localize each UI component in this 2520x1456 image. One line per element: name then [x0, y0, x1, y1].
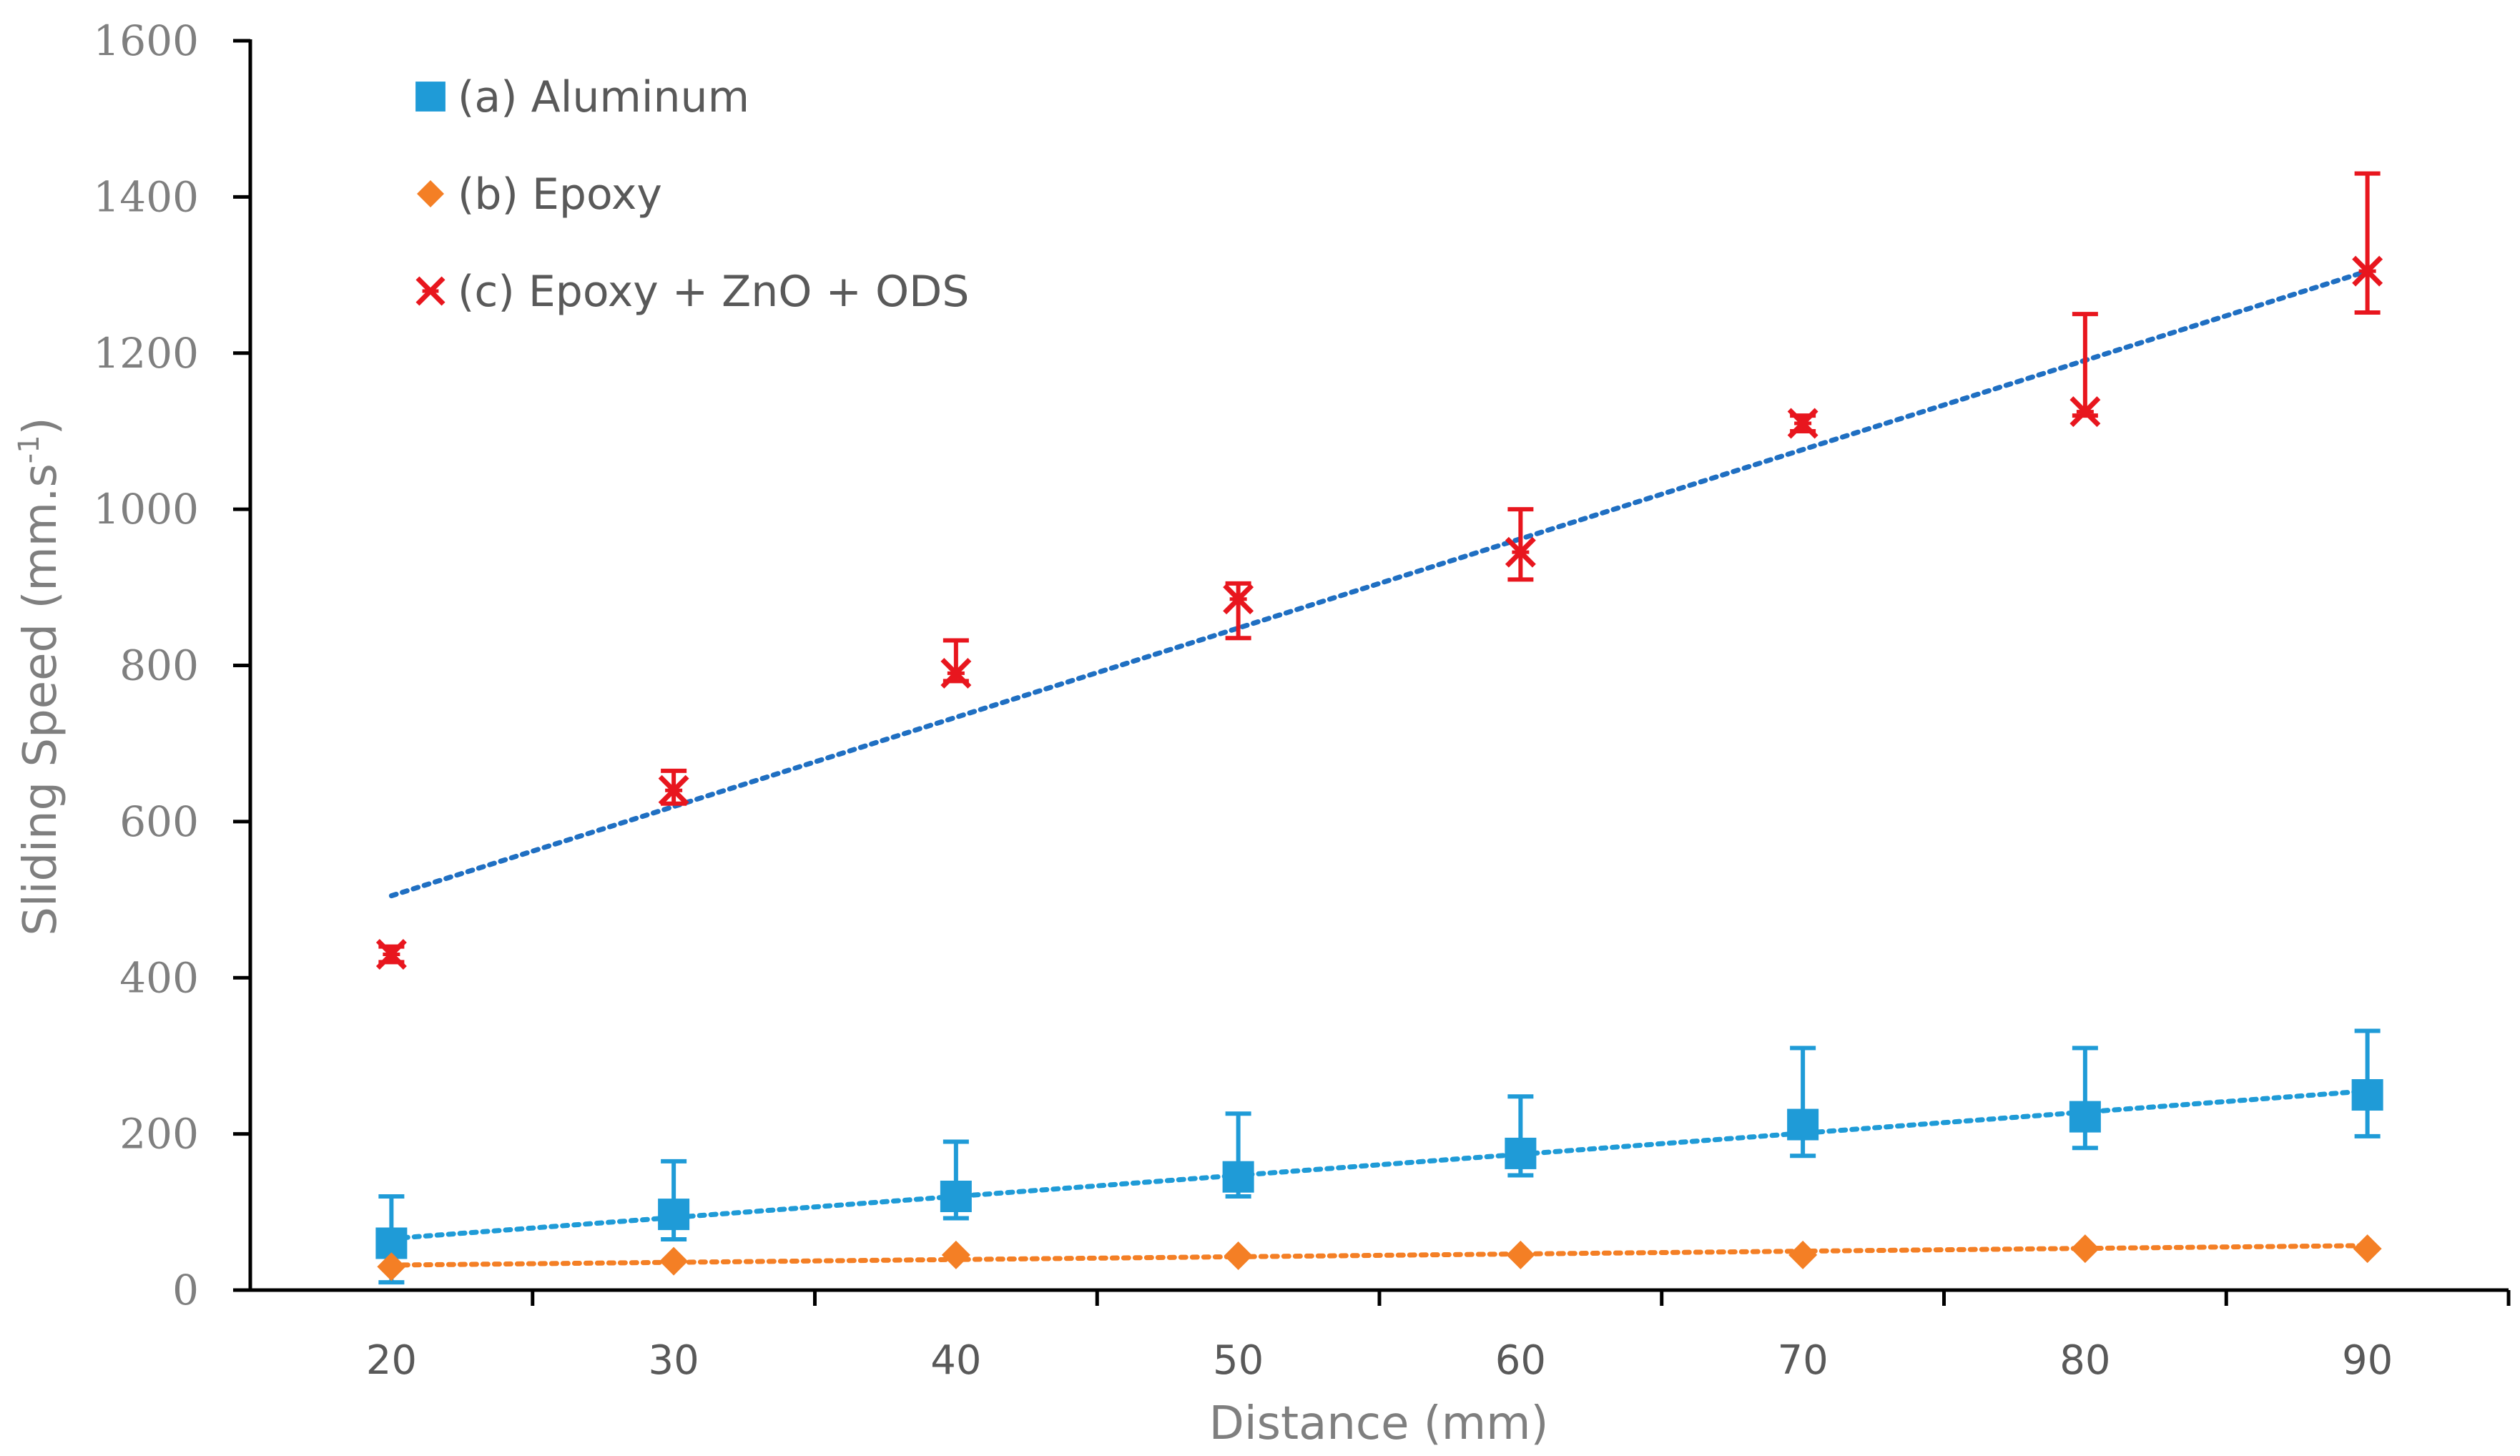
x-axis-title: Distance (mm) [1209, 1397, 1549, 1450]
data-point-series-2 [2353, 1234, 2382, 1264]
data-point-series-2 [1788, 1240, 1818, 1269]
x-tick-label: 30 [648, 1337, 699, 1384]
y-tick-label: 1200 [93, 329, 199, 378]
x-tick-label: 80 [2059, 1337, 2110, 1384]
data-point-series-2 [941, 1240, 970, 1269]
y-tick-label: 1600 [93, 16, 199, 65]
y-axis-title-main: Sliding Speed (mm.s [14, 463, 67, 935]
y-tick-label: 0 [172, 1266, 199, 1314]
data-point-series-1 [1505, 1137, 1537, 1169]
y-axis-title: Sliding Speed (mm.s-1) [13, 417, 67, 935]
y-tick-label: 600 [119, 797, 199, 846]
trendlines [388, 268, 2371, 1268]
y-tick-label: 1000 [93, 485, 199, 533]
x-tick-label: 70 [1777, 1337, 1828, 1384]
y-tick-label: 200 [119, 1110, 199, 1159]
data-point-series-3 [940, 657, 972, 689]
legend-marker-series-2 [417, 180, 444, 207]
data-point-series-3 [2069, 396, 2101, 428]
trendline-series-1 [388, 1088, 2371, 1241]
legend-label-series-1: (a) Aluminum [458, 72, 749, 122]
data-point-series-2 [1224, 1241, 1253, 1270]
x-tick-label: 50 [1213, 1337, 1264, 1384]
data-point-series-3 [2352, 255, 2383, 287]
data-point-series-1 [1787, 1108, 1819, 1141]
data-point-series-2 [1506, 1240, 1535, 1269]
legend: (a) Aluminum (b) Epoxy (c) Epoxy + ZnO + O… [415, 72, 969, 317]
trendline-series-2 [388, 1243, 2371, 1268]
legend-label-series-2: (b) Epoxy [458, 169, 662, 220]
x-tick-labels: 20 30 40 50 60 70 80 90 [366, 1337, 2393, 1384]
data-point-series-2 [377, 1252, 406, 1282]
data-point-series-3 [1505, 536, 1536, 568]
data-point-series-1 [2351, 1079, 2383, 1111]
data-point-series-3 [1223, 584, 1254, 615]
y-tick-label: 1400 [93, 172, 199, 221]
y-axis-title-close: ) [14, 417, 67, 435]
axes [233, 39, 2511, 1306]
trendline-series-3 [388, 268, 2371, 899]
y-tick-labels: 0 200 400 600 800 1000 1200 1400 1600 [93, 16, 199, 1314]
x-tick-label: 20 [366, 1337, 417, 1384]
data-point-series-1 [940, 1180, 972, 1212]
x-tick-label: 60 [1495, 1337, 1546, 1384]
data-point-series-1 [2069, 1101, 2101, 1133]
data-point-series-3 [375, 939, 407, 970]
legend-label-series-3: (c) Epoxy + ZnO + ODS [458, 267, 969, 317]
y-axis-title-superscript: -1 [13, 435, 46, 463]
x-tick-label: 90 [2342, 1337, 2393, 1384]
data-point-series-3 [1787, 408, 1818, 439]
x-tick-label: 40 [930, 1337, 981, 1384]
y-tick-label: 400 [119, 953, 199, 1002]
data-point-series-1 [658, 1199, 690, 1231]
legend-marker-series-1 [415, 82, 446, 112]
y-tick-label: 800 [119, 641, 199, 690]
data-markers [375, 255, 2383, 1282]
data-point-series-2 [2070, 1234, 2100, 1264]
data-point-series-1 [1222, 1161, 1254, 1193]
data-point-series-2 [659, 1246, 689, 1276]
legend-marker-series-3 [415, 276, 446, 306]
data-point-series-3 [658, 774, 689, 806]
